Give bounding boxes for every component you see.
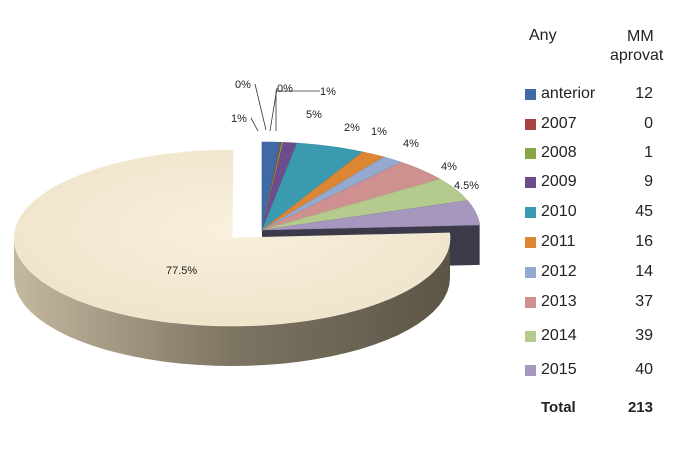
slice-2015 — [261, 200, 480, 231]
legend-label: 2007 — [541, 115, 577, 132]
legend-swatch — [525, 207, 536, 218]
legend-header-value-line2: aprovat — [610, 47, 664, 64]
pct-label-2008: 0% — [277, 83, 293, 95]
pct-label-2010: 5% — [306, 109, 322, 121]
legend-value: 16 — [635, 233, 653, 250]
legend-value: 9 — [644, 173, 653, 190]
pct-label-2014: 4% — [441, 161, 457, 173]
legend-swatch — [525, 365, 536, 376]
pct-label-2011: 2% — [344, 122, 360, 134]
slice-2010 — [261, 142, 364, 231]
legend-label: 2014 — [541, 327, 577, 344]
legend-row-2011: 2011 16 — [525, 233, 665, 254]
legend-label: 2011 — [541, 233, 576, 250]
legend-label: 2012 — [541, 263, 577, 280]
pct-label-2013: 4% — [403, 138, 419, 150]
total-value: 213 — [627, 399, 653, 416]
legend-row-2013: 2013 37 — [525, 293, 665, 314]
legend-value: 1 — [644, 144, 653, 161]
legend-swatch — [525, 331, 536, 342]
leader-line-2009 — [275, 90, 320, 131]
pct-label-anterior: 1% — [231, 113, 247, 125]
legend-row-2015: 2015 40 — [525, 361, 665, 382]
legend-value: 45 — [635, 203, 653, 220]
legend-value: 14 — [635, 263, 653, 280]
slice-2014 — [261, 178, 469, 231]
legend-row-2008: 2008 1 — [525, 144, 665, 165]
legend-value: 0 — [644, 115, 653, 132]
legend-row-2007: 2007 0 — [525, 115, 665, 136]
slice-side-2016 — [14, 238, 450, 366]
slice-2013 — [261, 161, 441, 231]
pct-label-2015: 4.5% — [454, 180, 479, 192]
slice-2016 — [13, 149, 451, 327]
legend-label: 2010 — [541, 203, 577, 220]
legend-row-2009: 2009 9 — [525, 173, 665, 194]
legend-label: 2015 — [541, 361, 577, 378]
legend-label: 2009 — [541, 173, 577, 190]
legend-header-category: Any — [529, 27, 557, 44]
legend-header-value-line1: MM — [627, 28, 654, 45]
legend-value: 39 — [635, 327, 653, 344]
total-label: Total — [541, 399, 576, 416]
legend-row-2010: 2010 45 — [525, 203, 665, 224]
legend-value: 12 — [635, 85, 653, 102]
legend-row-2012: 2012 14 — [525, 263, 665, 284]
legend-swatch — [525, 237, 536, 248]
legend-swatch — [525, 148, 536, 159]
pct-label-2009: 1% — [320, 86, 336, 98]
legend-swatch — [525, 119, 536, 130]
legend-row-2014: 2014 39 — [525, 327, 665, 348]
leader-line-anterior — [250, 117, 259, 132]
legend-value: 40 — [635, 361, 653, 378]
legend-row-anterior: anterior 12 — [525, 85, 665, 106]
legend-label: anterior — [541, 85, 596, 102]
legend-swatch — [525, 177, 536, 188]
legend-swatch — [525, 297, 536, 308]
legend-label: 2013 — [541, 293, 577, 310]
leader-line-2007 — [254, 83, 267, 131]
legend-value: 37 — [635, 293, 653, 310]
pct-label-2016: 77.5% — [166, 265, 197, 277]
pct-label-2007: 0% — [235, 79, 251, 91]
legend-swatch — [525, 89, 536, 100]
legend-label: 2008 — [541, 144, 577, 161]
slice-2011 — [261, 151, 385, 231]
pct-label-2012: 1% — [371, 126, 387, 138]
legend-swatch — [525, 267, 536, 278]
